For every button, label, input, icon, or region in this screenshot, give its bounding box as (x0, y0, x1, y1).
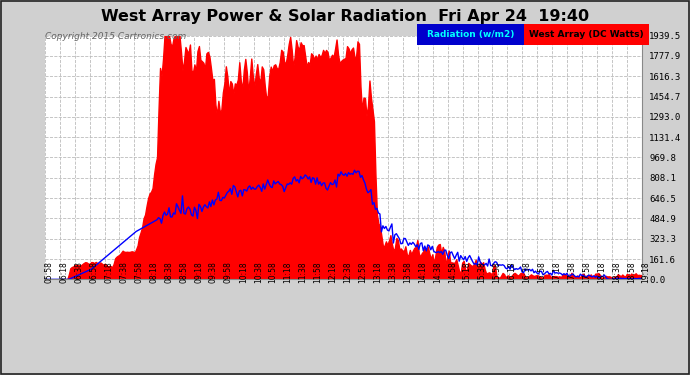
Text: 11:58: 11:58 (313, 261, 322, 283)
Text: 17:38: 17:38 (567, 261, 576, 283)
Text: 11:18: 11:18 (284, 262, 293, 283)
Text: 12:38: 12:38 (344, 261, 353, 283)
Text: 10:38: 10:38 (254, 261, 263, 283)
Text: 13:58: 13:58 (403, 261, 412, 283)
Text: 15:38: 15:38 (477, 261, 486, 283)
Text: 06:18: 06:18 (60, 261, 69, 283)
Text: 10:58: 10:58 (268, 261, 277, 283)
Text: 08:38: 08:38 (164, 261, 173, 283)
Text: 15:58: 15:58 (493, 261, 502, 283)
Text: 09:18: 09:18 (194, 261, 203, 283)
Text: 18:18: 18:18 (597, 262, 606, 283)
Text: 06:58: 06:58 (90, 261, 99, 283)
Text: 12:18: 12:18 (328, 262, 337, 283)
Text: 08:18: 08:18 (149, 261, 158, 283)
Text: 17:58: 17:58 (582, 261, 591, 283)
Text: 16:18: 16:18 (507, 261, 516, 283)
Text: Radiation (w/m2): Radiation (w/m2) (427, 30, 515, 39)
Text: Copyright 2015 Cartronics.com: Copyright 2015 Cartronics.com (45, 32, 186, 41)
Text: 09:38: 09:38 (209, 261, 218, 283)
Text: 14:18: 14:18 (418, 261, 427, 283)
Text: 13:38: 13:38 (388, 261, 397, 283)
Text: West Array Power & Solar Radiation  Fri Apr 24  19:40: West Array Power & Solar Radiation Fri A… (101, 9, 589, 24)
Text: 18:38: 18:38 (612, 261, 621, 283)
Text: 16:58: 16:58 (538, 261, 546, 283)
Text: 12:58: 12:58 (358, 261, 367, 283)
Text: 13:18: 13:18 (373, 261, 382, 283)
Text: 07:18: 07:18 (105, 261, 114, 283)
Text: 15:18: 15:18 (462, 261, 472, 283)
Text: 14:38: 14:38 (433, 261, 442, 283)
Text: 19:18: 19:18 (642, 261, 651, 283)
Text: 05:58: 05:58 (45, 261, 54, 283)
Text: 08:58: 08:58 (179, 261, 188, 283)
Text: 17:18: 17:18 (552, 261, 561, 283)
Text: 09:58: 09:58 (224, 261, 233, 283)
Text: 10:18: 10:18 (239, 261, 248, 283)
Text: West Array (DC Watts): West Array (DC Watts) (529, 30, 644, 39)
Text: 11:38: 11:38 (299, 261, 308, 283)
Text: 07:38: 07:38 (119, 261, 128, 283)
Text: 16:38: 16:38 (522, 261, 531, 283)
Text: 06:38: 06:38 (75, 261, 83, 283)
Text: 18:58: 18:58 (627, 261, 635, 283)
Text: 07:58: 07:58 (135, 261, 144, 283)
Text: 14:58: 14:58 (448, 261, 457, 283)
